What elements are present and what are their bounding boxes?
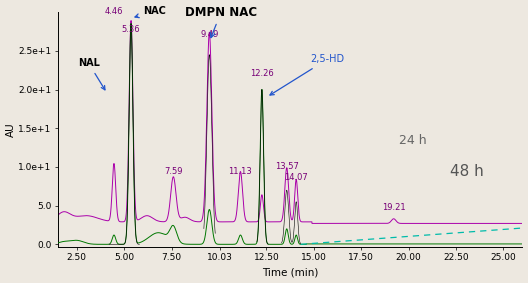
Text: NAC: NAC bbox=[135, 6, 166, 18]
Text: 14.07: 14.07 bbox=[285, 173, 308, 183]
Text: 19.21: 19.21 bbox=[382, 203, 406, 212]
Text: 11.13: 11.13 bbox=[229, 167, 252, 176]
Text: 12.26: 12.26 bbox=[250, 69, 274, 78]
Text: 4.46: 4.46 bbox=[105, 7, 123, 16]
Text: 48 h: 48 h bbox=[450, 164, 484, 179]
Text: 13.57: 13.57 bbox=[275, 162, 299, 171]
Text: NAL: NAL bbox=[78, 58, 105, 90]
Text: 5.36: 5.36 bbox=[122, 25, 140, 34]
Text: 2,5-HD: 2,5-HD bbox=[270, 54, 344, 95]
Text: 9.49: 9.49 bbox=[200, 30, 219, 39]
X-axis label: Time (min): Time (min) bbox=[262, 267, 318, 277]
Y-axis label: AU: AU bbox=[6, 122, 15, 137]
Text: 24 h: 24 h bbox=[399, 134, 427, 147]
Text: DMPN NAC: DMPN NAC bbox=[185, 6, 257, 38]
Text: 7.59: 7.59 bbox=[164, 167, 183, 176]
